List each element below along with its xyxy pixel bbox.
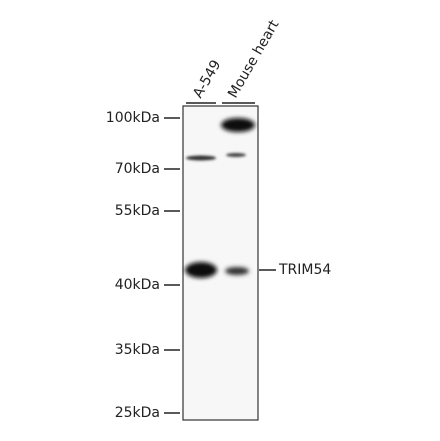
band-label: TRIM54 bbox=[278, 262, 331, 278]
band bbox=[186, 155, 216, 161]
lane-label: Mouse heart bbox=[225, 17, 283, 101]
band bbox=[225, 267, 249, 275]
lane-label: A-549 bbox=[190, 57, 224, 101]
band bbox=[226, 153, 246, 157]
marker-label: 100kDa bbox=[106, 110, 160, 126]
marker-label: 35kDa bbox=[115, 342, 160, 358]
band bbox=[221, 118, 255, 132]
marker-label: 70kDa bbox=[115, 161, 160, 177]
band bbox=[185, 262, 217, 278]
marker-label: 55kDa bbox=[115, 203, 160, 219]
marker-label: 25kDa bbox=[115, 405, 160, 421]
marker-label: 40kDa bbox=[115, 277, 160, 293]
